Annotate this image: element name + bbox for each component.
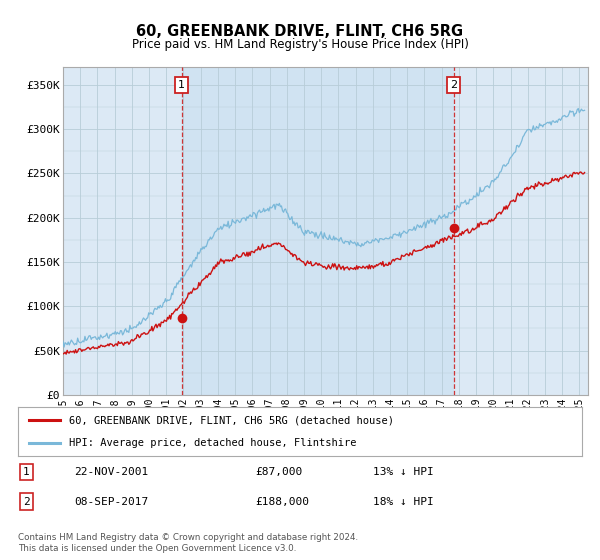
Text: 08-SEP-2017: 08-SEP-2017 xyxy=(74,497,149,507)
Text: 1: 1 xyxy=(23,467,30,477)
Text: 2: 2 xyxy=(450,80,457,90)
Text: £188,000: £188,000 xyxy=(255,497,309,507)
Text: Price paid vs. HM Land Registry's House Price Index (HPI): Price paid vs. HM Land Registry's House … xyxy=(131,38,469,52)
Text: 60, GREENBANK DRIVE, FLINT, CH6 5RG (detached house): 60, GREENBANK DRIVE, FLINT, CH6 5RG (det… xyxy=(69,416,394,426)
Text: Contains HM Land Registry data © Crown copyright and database right 2024.
This d: Contains HM Land Registry data © Crown c… xyxy=(18,533,358,553)
Text: 18% ↓ HPI: 18% ↓ HPI xyxy=(373,497,434,507)
Bar xyxy=(182,67,454,395)
Text: 13% ↓ HPI: 13% ↓ HPI xyxy=(373,467,434,477)
Text: 1: 1 xyxy=(178,80,185,90)
Text: 60, GREENBANK DRIVE, FLINT, CH6 5RG: 60, GREENBANK DRIVE, FLINT, CH6 5RG xyxy=(136,25,464,39)
Text: £87,000: £87,000 xyxy=(255,467,302,477)
Text: HPI: Average price, detached house, Flintshire: HPI: Average price, detached house, Flin… xyxy=(69,438,356,448)
Text: 2: 2 xyxy=(23,497,30,507)
Text: 22-NOV-2001: 22-NOV-2001 xyxy=(74,467,149,477)
